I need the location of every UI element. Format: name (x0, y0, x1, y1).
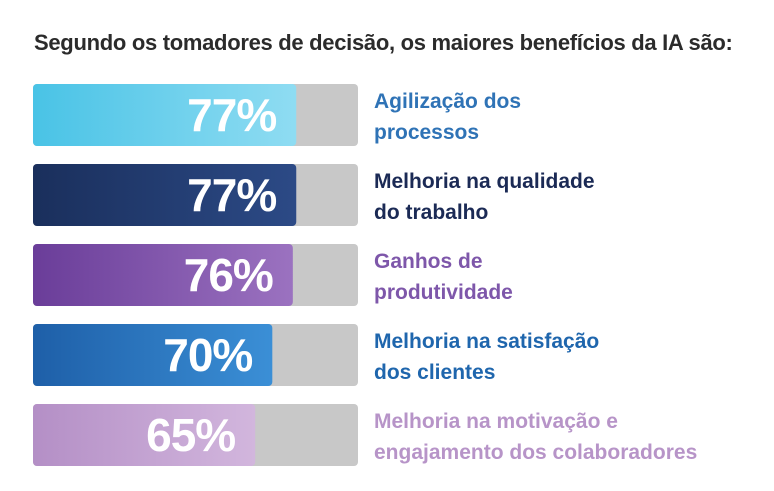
category-label: processos (374, 121, 479, 144)
category-label: Melhoria na motivação e (374, 410, 618, 433)
bar (33, 84, 297, 146)
category-label: Melhoria na qualidade (374, 170, 595, 193)
bar (33, 324, 273, 386)
bar-value-label: 65% (146, 409, 235, 461)
bar (33, 404, 256, 466)
category-label: produtividade (374, 281, 513, 304)
category-label: Ganhos de (374, 250, 483, 273)
bar-value-label: 76% (184, 249, 273, 301)
category-label: dos clientes (374, 361, 495, 384)
bar-value-label: 77% (187, 169, 276, 221)
bar-value-label: 77% (187, 89, 276, 141)
category-label: engajamento dos colaboradores (374, 441, 697, 464)
category-label: do trabalho (374, 201, 488, 224)
category-label: Melhoria na satisfação (374, 330, 599, 353)
bar (33, 164, 297, 226)
category-label: Agilização dos (374, 90, 521, 113)
bar-value-label: 70% (163, 329, 252, 381)
bar (33, 244, 293, 306)
chart-title: Segundo os tomadores de decisão, os maio… (34, 30, 733, 55)
